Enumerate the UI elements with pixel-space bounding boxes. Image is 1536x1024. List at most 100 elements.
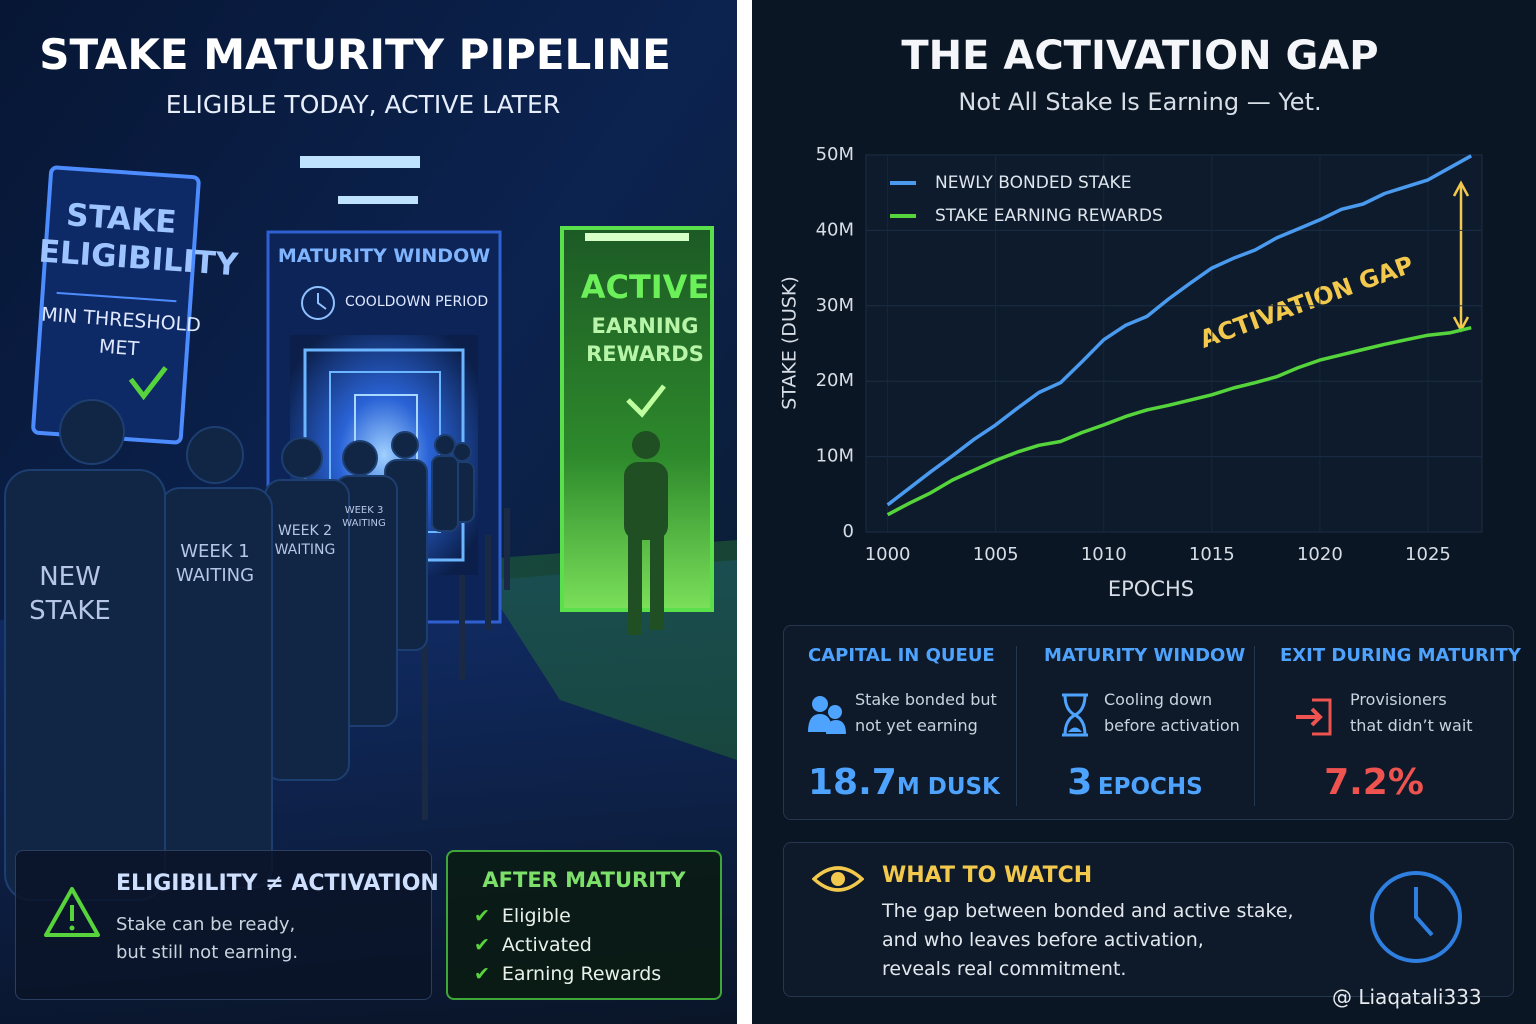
note-line: but still not earning. (116, 942, 299, 963)
active-title: ACTIVE (580, 268, 710, 306)
sign-line: REWARDS (586, 342, 704, 366)
divider (1016, 646, 1017, 806)
legend-label: STAKE EARNING REWARDS (935, 206, 1163, 226)
divider (1254, 646, 1255, 806)
unit: M DUSK (896, 774, 1000, 800)
after-box: AFTER MATURITY ✔ Eligible ✔ Activated ✔ Ear… (446, 850, 722, 1000)
item-text: Earning Rewards (501, 963, 662, 985)
shirt-line: WEEK 3 (344, 505, 384, 516)
pipeline-panel: STAKE MATURITY PIPELINE ELIGIBLE TODAY, … (0, 0, 737, 1024)
x-tick-label: 1015 (1189, 544, 1235, 565)
clock-icon (301, 286, 335, 320)
clock-hands (317, 293, 327, 310)
stat-text: Provisioners that didn’t wait (1350, 687, 1473, 739)
ceiling-light (300, 156, 420, 168)
maturity-sign-title: MATURITY WINDOW (277, 245, 491, 267)
watch-text: The gap between bonded and active stake,… (882, 897, 1294, 984)
stat-value: 3 EPOCHS (1016, 762, 1254, 803)
subtitle: Not All Stake Is Earning — Yet. (958, 88, 1322, 116)
check-icon (626, 384, 666, 418)
maturity-sign-subtitle: COOLDOWN PERIOD (345, 294, 489, 310)
walking-person (624, 431, 668, 635)
x-tick-label: 1025 (1405, 544, 1451, 565)
series-line (886, 325, 1472, 517)
stat-title: CAPITAL IN QUEUE (808, 645, 995, 666)
stanchions (422, 508, 510, 820)
watch-line: reveals real commitment. (882, 958, 1127, 980)
gap-panel: THE ACTIVATION GAP Not All Stake Is Earn… (752, 0, 1536, 1024)
stat-line: Stake bonded but (855, 690, 997, 709)
y-tick-label: 0 (843, 521, 854, 542)
x-tick-label: 1000 (865, 544, 911, 565)
watch-box: WHAT TO WATCH The gap between bonded and… (783, 842, 1514, 997)
stats-box: CAPITAL IN QUEUE Stake bonded but not yet… (783, 625, 1521, 820)
note-box: ELIGIBILITY ≠ ACTIVATION Stake can be re… (15, 850, 439, 1000)
after-item: ✔ Eligible (474, 902, 661, 931)
y-tick-label: 30M (816, 295, 854, 316)
active-lines: EARNING REWARDS (562, 312, 728, 368)
door-light (585, 233, 689, 241)
queue-label: WEEK 3 WAITING (336, 504, 392, 530)
queue-label: NEW STAKE (10, 560, 130, 628)
check: ✔ (474, 934, 490, 956)
watch-title: WHAT TO WATCH (882, 863, 1093, 888)
check: ✔ (474, 905, 490, 927)
stat-line: Provisioners (1350, 690, 1447, 709)
shirt-line: NEW (39, 562, 101, 592)
warning-icon (44, 887, 100, 937)
chart-group: EPOCHS STAKE (DUSK) ACTIVATION GAP 010M2… (779, 144, 1483, 601)
stat-value: 18.7M DUSK (808, 762, 1000, 803)
stat-title: MATURITY WINDOW (1044, 645, 1246, 666)
unit: EPOCHS (1097, 774, 1203, 800)
queue-label: WEEK 1 WAITING (170, 540, 260, 588)
check: ✔ (474, 963, 490, 985)
shirt-line: WEEK 1 (180, 541, 250, 562)
subtitle: ELIGIBLE TODAY, ACTIVE LATER (165, 90, 561, 119)
stat-title: EXIT DURING MATURITY (1280, 645, 1521, 666)
item-text: Activated (501, 934, 592, 956)
watch-line: The gap between bonded and active stake, (882, 900, 1294, 922)
queue-label: WEEK 2 WAITING (270, 522, 340, 560)
value: 18.7 (808, 762, 897, 803)
y-tick-label: 10M (816, 446, 854, 467)
title: STAKE MATURITY PIPELINE (39, 30, 671, 79)
shirt-line: WAITING (342, 518, 386, 529)
y-tick-label: 40M (816, 219, 854, 240)
chart: EPOCHS STAKE (DUSK) ACTIVATION GAP 010M2… (779, 144, 1483, 601)
eligibility-status: MIN THRESHOLD MET (38, 300, 202, 367)
item-text: Eligible (501, 905, 571, 927)
hourglass-icon (1062, 693, 1088, 737)
y-tick-label: 20M (816, 370, 854, 391)
x-axis-label: EPOCHS (1108, 577, 1194, 601)
shirt-line: STAKE (29, 596, 111, 626)
x-tick-label: 1020 (1297, 544, 1343, 565)
shirt-line: WEEK 2 (277, 523, 333, 539)
shirt-line: WAITING (274, 542, 336, 558)
stat-text: Stake bonded but not yet earning (855, 687, 997, 739)
watch-line: and who leaves before activation, (882, 929, 1204, 951)
exit-icon (1296, 698, 1332, 736)
x-tick-label: 1010 (1081, 544, 1127, 565)
stat-line: not yet earning (855, 716, 978, 735)
people-icon (808, 696, 846, 734)
y-axis-label: STAKE (DUSK) (779, 276, 801, 410)
check-icon (128, 366, 168, 401)
shirt-line: WAITING (175, 565, 255, 586)
stat-line: before activation (1104, 716, 1240, 735)
series-line (886, 154, 1473, 507)
plot-area (865, 154, 1483, 533)
note-text: Stake can be ready, but still not earnin… (116, 911, 298, 967)
y-tick-label: 50M (816, 144, 854, 165)
eligibility-title: STAKE ELIGIBILITY (38, 195, 240, 283)
note-title: ELIGIBILITY ≠ ACTIVATION (116, 871, 439, 896)
clock-icon (1370, 871, 1462, 963)
queue-people (4, 399, 475, 901)
stat-value: 7.2% (1324, 762, 1424, 803)
after-item: ✔ Earning Rewards (474, 960, 661, 989)
after-title: AFTER MATURITY (482, 868, 686, 892)
note-line: Stake can be ready, (116, 914, 296, 935)
ceiling-light (338, 196, 418, 204)
after-list: ✔ Eligible ✔ Activated ✔ Earning Rewards (474, 902, 661, 989)
